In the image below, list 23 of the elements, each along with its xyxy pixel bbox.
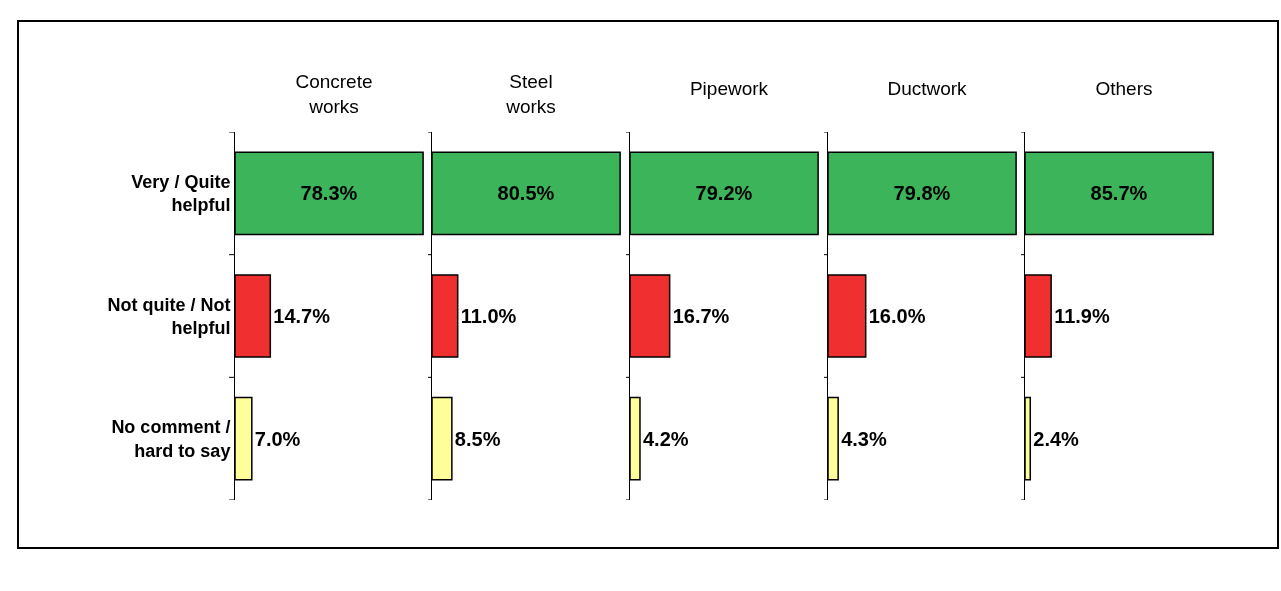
data-label: 11.9% (1054, 305, 1110, 327)
y-tick-label: No comment / hard to say (111, 417, 231, 461)
data-label: 80.5% (497, 182, 555, 205)
data-label: 85.7% (1090, 182, 1148, 205)
data-label: 78.3% (300, 182, 358, 205)
y-tick-label: Very / Quite helpful (131, 171, 231, 216)
data-label: 11.0% (460, 305, 517, 327)
data-label: 4.2% (642, 427, 689, 450)
data-label: 16.0% (868, 305, 926, 327)
data-label: 2.4% (1033, 427, 1080, 450)
data-label: 79.8% (893, 182, 951, 205)
chart-title: Pipework (689, 77, 769, 99)
data-label: 7.0% (254, 427, 301, 450)
data-label: 14.7% (273, 305, 331, 327)
data-label: 79.2% (695, 182, 753, 205)
data-label: 4.3% (841, 427, 887, 450)
y-tick-label: Not quite / Not helpful (107, 294, 231, 338)
chart-title: Steel works (505, 71, 556, 117)
data-label: 16.7% (672, 305, 730, 327)
data-label: 8.5% (454, 427, 501, 450)
chart-title: Ductwork (887, 77, 968, 99)
chart-title: Concrete works (295, 71, 373, 117)
chart-title: Others (1095, 77, 1153, 99)
